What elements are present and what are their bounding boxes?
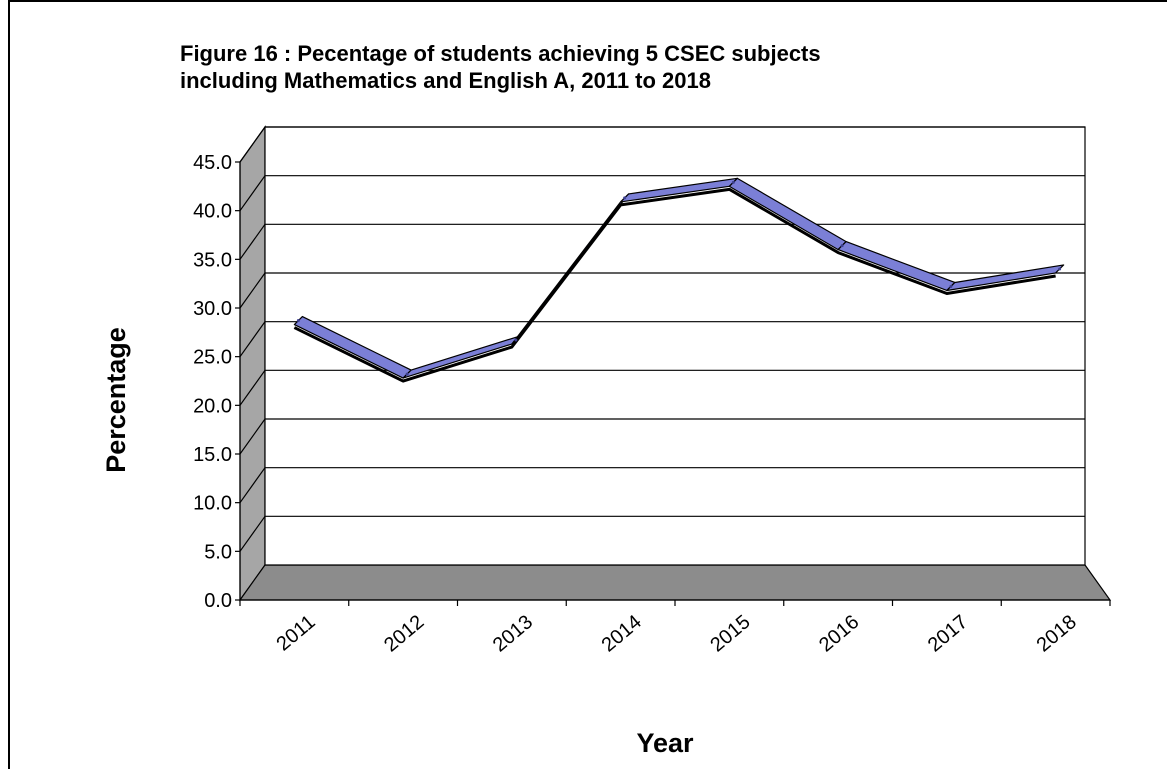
gridline-side — [239, 175, 266, 212]
data-point — [840, 244, 844, 248]
x-tick-label: 2012 — [380, 611, 428, 656]
y-tick-label: 20.0 — [193, 395, 232, 417]
chart-floor — [238, 564, 1112, 601]
y-tick-labels: 0.0 5.0 10.0 15.0 20.0 25.0 30.0 35.0 40.0 45.0 — [193, 152, 232, 612]
gridline-side — [239, 369, 266, 406]
data-point — [405, 372, 409, 376]
data-point — [731, 180, 735, 184]
y-tick-label: 0.0 — [204, 590, 232, 612]
gridline-side — [239, 272, 266, 309]
data-point — [949, 284, 953, 288]
y-tick-label: 5.0 — [204, 541, 232, 563]
y-axis-title: Percentage — [101, 327, 131, 473]
chart-axes — [235, 161, 1111, 606]
series-segment — [946, 264, 1065, 292]
series-edge — [293, 187, 1056, 383]
x-tick-label: 2018 — [1033, 611, 1081, 656]
x-tick-label: 2016 — [815, 611, 863, 656]
gridline-side — [239, 467, 266, 504]
series-line — [293, 177, 1065, 383]
y-tick-label: 45.0 — [193, 152, 232, 174]
y-tick-label: 25.0 — [193, 347, 232, 369]
gridline-side — [239, 418, 266, 455]
gridline-side — [239, 321, 266, 358]
chart-title: Figure 16 : Pecentage of students achiev… — [180, 41, 821, 93]
chart-walls — [238, 125, 1112, 602]
x-tick-label: 2017 — [924, 611, 972, 656]
x-axis-title: Year — [636, 728, 694, 758]
x-tick-label: 2013 — [489, 611, 537, 656]
gridline-side — [239, 126, 266, 163]
data-point — [514, 338, 518, 342]
x-tick-labels: 2011 2012 2013 2014 2015 2016 2017 2018 — [272, 611, 1080, 656]
gridline-side — [239, 223, 266, 260]
y-tick-label: 40.0 — [193, 201, 232, 223]
data-point — [623, 196, 627, 200]
y-tick-label: 30.0 — [193, 298, 232, 320]
side-wall — [239, 125, 266, 602]
data-point — [1058, 267, 1062, 271]
y-tick-label: 10.0 — [193, 493, 232, 515]
x-tick-label: 2015 — [706, 611, 754, 656]
y-tick-label: 15.0 — [193, 444, 232, 466]
gridline-side — [239, 515, 266, 552]
data-point — [296, 319, 300, 323]
x-tick-label: 2014 — [598, 611, 646, 656]
y-tick-label: 35.0 — [193, 249, 232, 271]
x-tick-label: 2011 — [272, 611, 319, 656]
